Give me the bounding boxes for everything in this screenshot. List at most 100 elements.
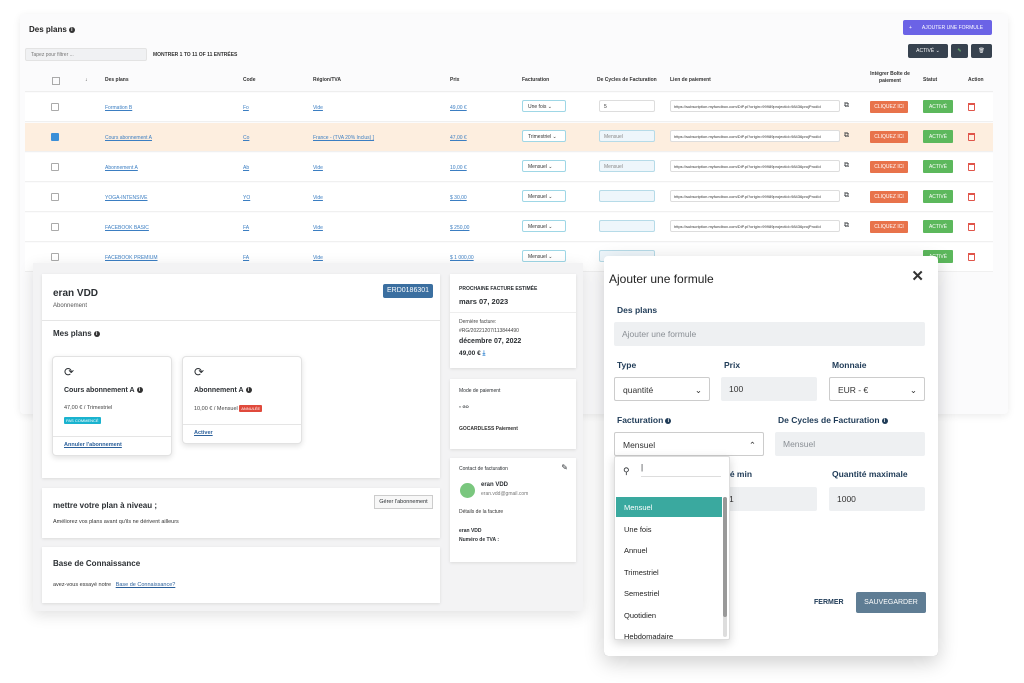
- price-link[interactable]: $ 1 000,00: [450, 255, 474, 261]
- table-row[interactable]: Cours abonnement A Co France - (TVA 20% In…: [25, 123, 993, 152]
- download-icon[interactable]: ⤓: [482, 350, 486, 357]
- region-link[interactable]: Vide: [313, 105, 323, 111]
- status-badge[interactable]: ACTIVÉ: [923, 160, 953, 173]
- activate-link[interactable]: Activer: [194, 430, 213, 436]
- code-link[interactable]: Co: [243, 135, 250, 141]
- edit-icon[interactable]: ✎: [951, 44, 968, 58]
- billing-select[interactable]: Mensuel ⌄: [522, 190, 566, 202]
- plan-link[interactable]: YOGA-INTENSIVE: [105, 195, 148, 201]
- scrollbar[interactable]: [723, 497, 727, 637]
- row-checkbox[interactable]: [51, 223, 59, 231]
- price-link[interactable]: $ 30,00: [450, 195, 467, 201]
- save-button[interactable]: SAUVEGARDER: [856, 592, 926, 613]
- row-checkbox[interactable]: [51, 103, 59, 111]
- billing-select[interactable]: Mensuel ⌄: [522, 160, 566, 172]
- table-row[interactable]: Formation B Fo Vide 49,00 € Une fois ⌄ 5 https…: [25, 93, 993, 122]
- dropdown-option[interactable]: Mensuel: [616, 497, 722, 517]
- plan-link[interactable]: Cours abonnement A: [105, 135, 152, 141]
- status-badge[interactable]: ACTIVÉ: [923, 190, 953, 203]
- billing-select[interactable]: Mensuel ⌃: [614, 432, 764, 456]
- price-link[interactable]: 10,00 €: [450, 165, 467, 171]
- status-badge[interactable]: ACTIVÉ: [923, 130, 953, 143]
- dropdown-option[interactable]: Annuel: [624, 546, 648, 555]
- price-link[interactable]: 47,00 €: [450, 135, 467, 141]
- cancel-subscription-link[interactable]: Annuler l'abonnement: [64, 442, 122, 448]
- billing-select[interactable]: Une fois ⌄: [522, 100, 566, 112]
- region-link[interactable]: Vide: [313, 165, 323, 171]
- manage-subscription-button[interactable]: Gérer l'abonnement: [374, 495, 433, 509]
- trash-icon[interactable]: [968, 163, 975, 171]
- payment-url-field[interactable]: https://subscription.myfundbox.com/DiP.p…: [670, 220, 840, 232]
- status-badge[interactable]: ACTIVÉ: [923, 100, 953, 113]
- currency-select[interactable]: EUR - € ⌄: [829, 377, 925, 401]
- plan-link[interactable]: Abonnement A: [105, 165, 138, 171]
- price-link[interactable]: 49,00 €: [450, 105, 467, 111]
- col-region[interactable]: Région/TVA: [313, 77, 341, 83]
- region-link[interactable]: Vide: [313, 255, 323, 261]
- code-link[interactable]: Fo: [243, 105, 249, 111]
- dropdown-search-input[interactable]: |: [641, 463, 721, 477]
- copy-icon[interactable]: ⧉: [844, 132, 849, 139]
- select-all-checkbox[interactable]: [52, 77, 60, 85]
- close-button[interactable]: FERMER: [814, 599, 844, 606]
- table-row[interactable]: FACEBOOK BASIC FA Vide $ 250,00 Mensuel ⌄ htt…: [25, 213, 993, 242]
- code-link[interactable]: YO: [243, 195, 251, 201]
- add-formula-button[interactable]: + AJOUTER UNE FORMULE: [903, 20, 992, 35]
- status-badge[interactable]: ACTIVÉ: [923, 220, 953, 233]
- row-checkbox[interactable]: [51, 193, 59, 201]
- payment-url-field[interactable]: https://subscription.myfundbox.com/DiP.p…: [670, 160, 840, 172]
- payment-url-field[interactable]: https://subscription.myfundbox.com/DiP.p…: [670, 100, 840, 112]
- trash-icon[interactable]: [968, 103, 975, 111]
- billing-select[interactable]: Mensuel ⌄: [522, 220, 566, 232]
- price-input[interactable]: 100: [721, 377, 817, 401]
- cycles-input[interactable]: [599, 190, 655, 202]
- dropdown-option[interactable]: Semestriel: [624, 589, 660, 598]
- plan-link[interactable]: FACEBOOK BASIC: [105, 225, 149, 231]
- trash-icon[interactable]: [968, 193, 975, 201]
- qty-max-input[interactable]: 1000: [829, 487, 925, 511]
- col-price[interactable]: Prix: [450, 77, 460, 83]
- row-checkbox[interactable]: [51, 133, 59, 141]
- sort-arrow-icon[interactable]: ↓: [85, 77, 88, 83]
- col-billing[interactable]: Facturation: [522, 77, 550, 83]
- region-link[interactable]: Vide: [313, 225, 323, 231]
- region-link[interactable]: France - (TVA 20% Inclus) ]: [313, 135, 375, 141]
- col-cycles[interactable]: De Cycles de Facturation: [597, 77, 657, 83]
- dropdown-option[interactable]: Hebdomadaire: [624, 632, 674, 641]
- dropdown-option[interactable]: Trimestriel: [624, 567, 659, 577]
- close-icon[interactable]: ✕: [911, 268, 924, 285]
- embed-button[interactable]: CLIQUEZ ICI: [870, 101, 908, 113]
- embed-button[interactable]: CLIQUEZ ICI: [870, 191, 908, 203]
- code-link[interactable]: Ab: [243, 165, 250, 171]
- embed-button[interactable]: CLIQUEZ ICI: [870, 131, 908, 143]
- cycles-input[interactable]: Mensuel: [599, 130, 655, 142]
- billing-select[interactable]: Trimestriel ⌄: [522, 130, 566, 142]
- plan-name-input[interactable]: Ajouter une formule: [614, 322, 925, 346]
- embed-button[interactable]: CLIQUEZ ICI: [870, 161, 908, 173]
- copy-icon[interactable]: ⧉: [844, 102, 849, 109]
- price-link[interactable]: $ 250,00: [450, 225, 470, 231]
- copy-icon[interactable]: ⧉: [844, 192, 849, 199]
- edit-icon[interactable]: ✎: [561, 463, 568, 472]
- dropdown-option[interactable]: Quotidien: [624, 610, 657, 620]
- kb-link[interactable]: Base de Connaissance?: [115, 582, 176, 588]
- col-link[interactable]: Lien de paiement: [670, 77, 711, 83]
- qty-min-input[interactable]: 1: [721, 487, 817, 511]
- payment-url-field[interactable]: https://subscription.myfundbox.com/DiP.p…: [670, 190, 840, 202]
- payment-url-field[interactable]: https://subscription.myfundbox.com/DiP.p…: [670, 130, 840, 142]
- trash-icon[interactable]: [968, 223, 975, 231]
- embed-button[interactable]: CLIQUEZ ICI: [870, 221, 908, 233]
- cycles-input[interactable]: 5: [599, 100, 655, 112]
- table-row[interactable]: YOGA-INTENSIVE YO Vide $ 30,00 Mensuel ⌄ http…: [25, 183, 993, 212]
- copy-icon[interactable]: ⧉: [844, 222, 849, 229]
- code-link[interactable]: FA: [243, 255, 250, 261]
- code-link[interactable]: FA: [243, 225, 250, 231]
- trash-icon[interactable]: 🗑: [971, 44, 992, 58]
- region-link[interactable]: Vide: [313, 195, 323, 201]
- filter-input[interactable]: Tapez pour filtrer ...: [25, 48, 147, 61]
- table-row[interactable]: Abonnement A Ab Vide 10,00 € Mensuel ⌄ Mensue…: [25, 153, 993, 182]
- copy-icon[interactable]: ⧉: [844, 162, 849, 169]
- row-checkbox[interactable]: [51, 253, 59, 261]
- plan-link[interactable]: Formation B: [105, 105, 133, 111]
- col-code[interactable]: Code: [243, 77, 256, 83]
